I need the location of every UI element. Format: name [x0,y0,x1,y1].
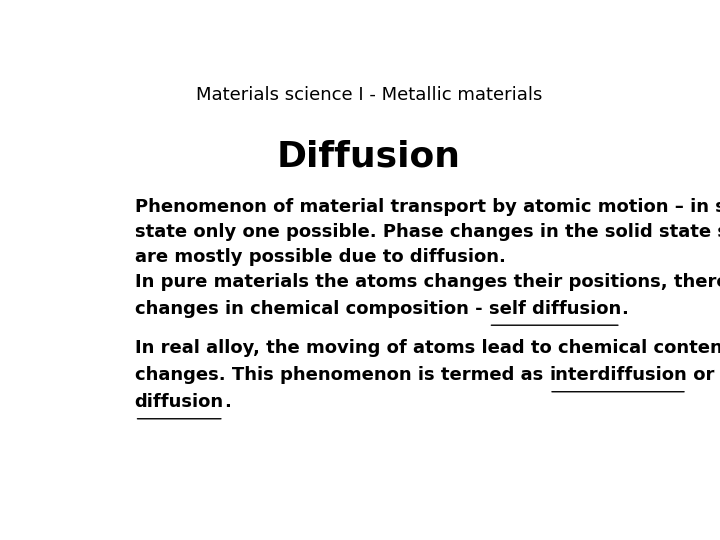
Text: changes in chemical composition -: changes in chemical composition - [135,300,488,318]
Text: changes. This phenomenon is termed as: changes. This phenomenon is termed as [135,366,549,384]
Text: .: . [621,300,628,318]
Text: Diffusion: Diffusion [277,140,461,174]
Text: In pure materials the atoms changes their positions, there are no: In pure materials the atoms changes thei… [135,273,720,291]
Text: self diffusion: self diffusion [488,300,621,318]
Text: diffusion: diffusion [135,393,224,411]
Text: Phenomenon of material transport by atomic motion – in solid
state only one poss: Phenomenon of material transport by atom… [135,198,720,266]
Text: In real alloy, the moving of atoms lead to chemical content: In real alloy, the moving of atoms lead … [135,339,720,357]
Text: .: . [224,393,230,411]
Text: interdiffusion: interdiffusion [549,366,687,384]
Text: or: or [687,366,720,384]
Text: Materials science I - Metallic materials: Materials science I - Metallic materials [196,85,542,104]
